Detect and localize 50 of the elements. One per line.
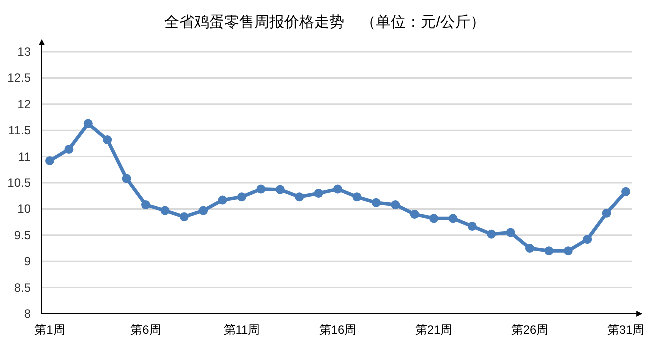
point [564,246,573,256]
x-tick-label: 第6周 [130,323,162,337]
point [430,214,438,224]
point [199,206,208,216]
x-tick-label: 第1周 [34,323,66,337]
x-tick-label: 第16周 [319,323,357,337]
point [410,210,420,219]
y-tick-label: 10.5 [8,176,32,190]
point [103,136,112,145]
point [142,200,150,210]
point [160,206,170,216]
y-tick-label: 11.5 [8,124,32,138]
point [314,188,324,198]
chart-title: 全省鸡蛋零售周报价格走势 （单位：元/公斤） [164,14,486,31]
point [544,246,554,256]
y-tick-label: 9 [24,254,32,269]
point [487,230,496,239]
y-tick-label: 8.5 [14,280,32,295]
x-tick-label: 第21周 [415,323,453,337]
y-tick-label: 11 [18,150,32,164]
y-tick-label: 12.5 [8,71,32,86]
y-tick-label: 9.5 [14,228,32,242]
point [506,228,516,238]
point [448,214,458,224]
point [391,200,400,210]
point [583,235,592,244]
x-tick-label: 第26周 [511,323,549,337]
point [526,244,534,253]
point [468,222,477,231]
x-tick-label: 第31周 [607,323,645,337]
x-tick-label: 第11周 [224,323,260,337]
point [84,119,93,128]
point [46,156,54,166]
point [334,184,342,194]
point [352,192,362,202]
point [256,184,266,194]
point [218,196,228,205]
point [372,198,381,208]
point [64,144,74,154]
y-tick-label: 8 [24,307,32,321]
y-tick-label: 13 [18,45,32,59]
point [238,192,246,202]
point [122,174,132,184]
y-tick-label: 12 [18,97,32,112]
point [276,185,285,194]
point [180,212,189,222]
point [295,192,304,202]
point [622,187,630,196]
y-tick-label: 10 [18,202,32,216]
point [602,208,612,218]
